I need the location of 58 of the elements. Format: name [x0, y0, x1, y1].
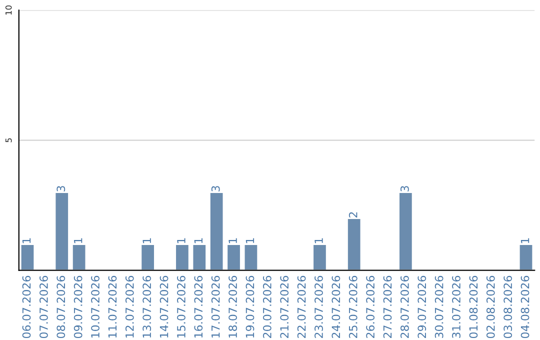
x-tick-label: 09.07.2026 [74, 276, 82, 338]
x-tick-label: 14.07.2026 [160, 276, 168, 338]
x-tick-label: 16.07.2026 [194, 276, 203, 338]
x-tick-label: 03.08.2026 [504, 276, 512, 338]
x-tick-label: 07.07.2026 [40, 276, 48, 338]
bar [54, 192, 70, 270]
x-tick-label: 29.07.2026 [418, 276, 426, 338]
data-label: 3 [211, 186, 220, 192]
x-tick-label: 11.07.2026 [108, 276, 117, 338]
x-tick-label: 25.07.2026 [348, 276, 358, 338]
x-tick-label: 30.07.2026 [434, 276, 444, 338]
bar [140, 244, 156, 270]
x-tick-label: 08.07.2026 [56, 276, 66, 338]
bar [518, 244, 534, 270]
data-label: 1 [246, 238, 254, 244]
x-tick-label: 04.08.2026 [520, 276, 530, 338]
x-tick-label: 21.07.2026 [280, 276, 289, 338]
x-tick-label: 20.07.2026 [262, 276, 272, 338]
data-label: 1 [228, 238, 237, 244]
data-label: 1 [194, 238, 202, 244]
x-tick-label: 02.08.2026 [486, 276, 495, 338]
data-label: 2 [348, 212, 358, 218]
data-label: 1 [314, 238, 323, 244]
x-tick-label: 28.07.2026 [400, 276, 409, 338]
x-tick-label: 18.07.2026 [228, 276, 237, 338]
x-tick-label: 10.07.2026 [91, 276, 100, 338]
data-label: 1 [74, 238, 82, 244]
bar [226, 244, 242, 270]
x-tick-label: 26.07.2026 [366, 276, 375, 338]
bar [71, 244, 87, 270]
y-tick-label: 5 [6, 138, 12, 142]
x-tick-label: 13.07.2026 [142, 276, 152, 338]
data-label: 1 [142, 238, 151, 244]
data-label: 1 [177, 238, 186, 244]
x-tick-label: 15.07.2026 [177, 276, 186, 338]
x-tick-label: 24.07.2026 [332, 276, 340, 338]
data-label: 3 [400, 186, 409, 192]
x-tick-label: 23.07.2026 [314, 276, 323, 338]
x-tick-label: 22.07.2026 [297, 276, 306, 338]
y-tick-label: 10 [5, 5, 12, 15]
bar [243, 244, 259, 270]
bar [346, 218, 362, 270]
bar [398, 192, 414, 270]
x-tick-label: 01.08.2026 [469, 276, 478, 338]
x-tick-label: 19.07.2026 [246, 276, 254, 338]
x-tick-label: 17.07.2026 [211, 276, 220, 338]
bar [312, 244, 328, 270]
x-tick-label: 27.07.2026 [383, 276, 392, 338]
x-tick-label: 31.07.2026 [452, 276, 460, 338]
x-tick-label: 12.07.2026 [125, 276, 134, 338]
bar [20, 244, 36, 270]
bar [209, 192, 224, 270]
bar [192, 244, 207, 270]
bar [174, 244, 190, 270]
data-label: 1 [520, 238, 530, 244]
x-tick-label: 06.07.2026 [22, 276, 31, 338]
data-label: 1 [22, 238, 31, 244]
data-label: 3 [56, 186, 66, 192]
